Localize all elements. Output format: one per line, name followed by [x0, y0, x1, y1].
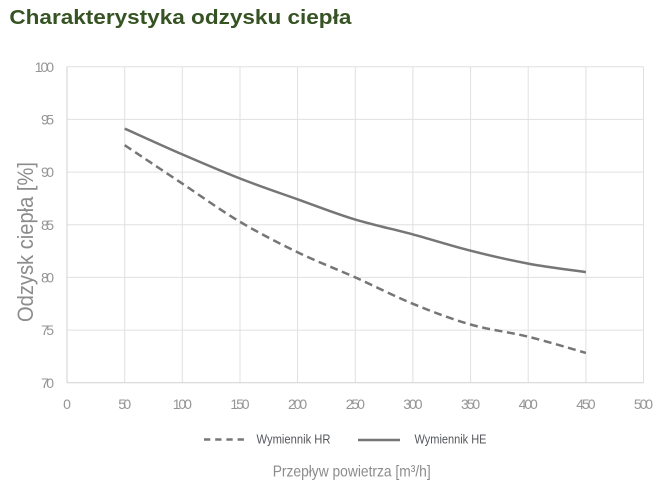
svg-text:85: 85 — [41, 217, 54, 233]
svg-text:150: 150 — [230, 396, 249, 412]
svg-text:0: 0 — [63, 396, 71, 412]
svg-text:100: 100 — [173, 396, 192, 412]
svg-text:500: 500 — [634, 396, 653, 412]
svg-text:90: 90 — [41, 164, 54, 180]
svg-text:Wymiennik HE: Wymiennik HE — [415, 432, 487, 447]
svg-text:450: 450 — [576, 396, 595, 412]
svg-text:Odzysk ciepła [%]: Odzysk ciepła [%] — [13, 162, 38, 322]
svg-text:95: 95 — [41, 112, 54, 128]
svg-text:200: 200 — [288, 396, 307, 412]
svg-text:300: 300 — [403, 396, 422, 412]
svg-text:350: 350 — [461, 396, 480, 412]
svg-text:400: 400 — [519, 396, 538, 412]
svg-text:50: 50 — [118, 396, 131, 412]
svg-text:Wymiennik HR: Wymiennik HR — [257, 432, 331, 447]
svg-text:80: 80 — [41, 270, 54, 286]
svg-text:100: 100 — [35, 59, 54, 75]
svg-text:Przepływ powietrza [m³/h]: Przepływ powietrza [m³/h] — [273, 463, 431, 480]
svg-text:75: 75 — [41, 322, 54, 338]
svg-text:Charakterystyka odzysku ciepła: Charakterystyka odzysku ciepła — [9, 7, 352, 29]
svg-text:70: 70 — [41, 375, 54, 391]
svg-text:250: 250 — [346, 396, 365, 412]
